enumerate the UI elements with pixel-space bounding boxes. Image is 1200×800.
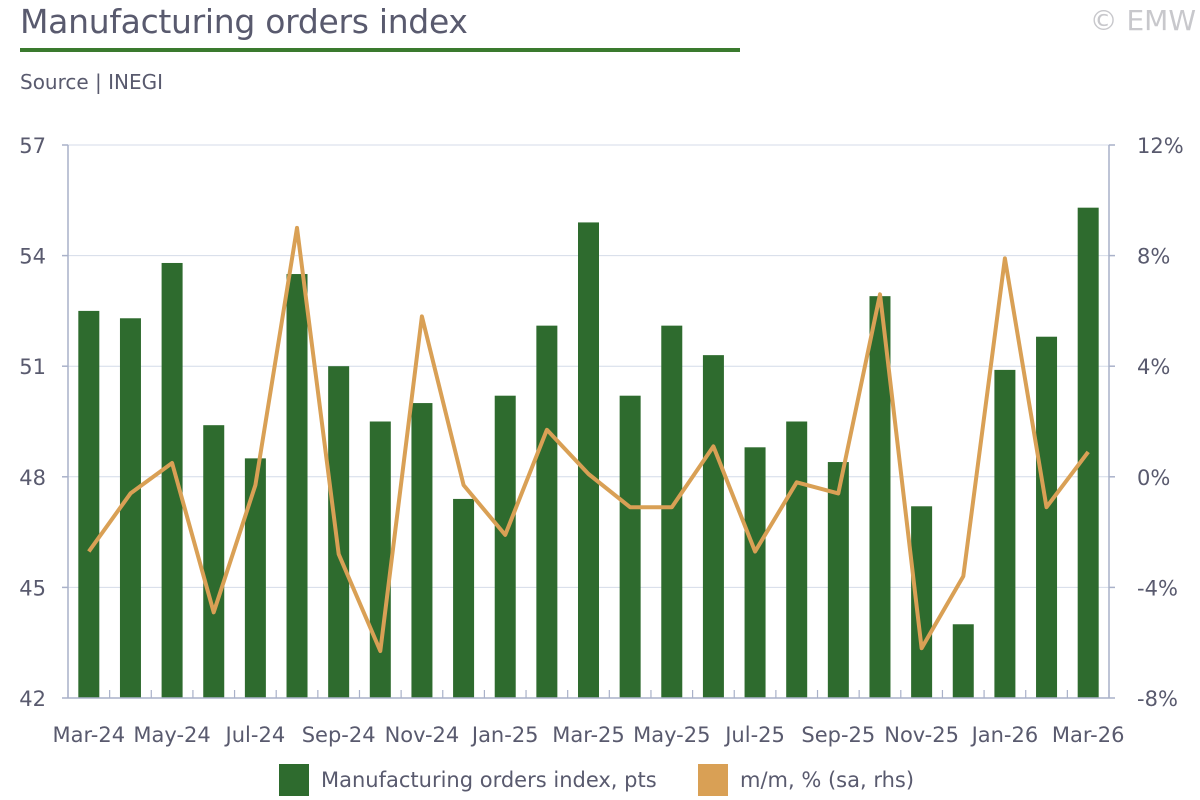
title-underline	[20, 48, 740, 52]
x-tick-label: Nov-24	[385, 723, 460, 747]
x-tick-label: Mar-25	[552, 723, 625, 747]
y-right-tick-label: 4%	[1137, 355, 1170, 379]
x-tick-label: Sep-25	[801, 723, 875, 747]
y-right-tick-label: -8%	[1137, 687, 1178, 711]
bar	[453, 498, 475, 698]
bar	[994, 369, 1016, 698]
x-tick-label: May-24	[133, 723, 210, 747]
legend-item-bars: Manufacturing orders index, pts	[279, 764, 657, 796]
x-tick-label: Mar-24	[53, 723, 126, 747]
bar	[78, 310, 100, 698]
legend-label-bars: Manufacturing orders index, pts	[321, 768, 657, 792]
x-tick-label: Jan-26	[970, 723, 1039, 747]
y-left-tick-label: 54	[19, 245, 46, 269]
bar	[328, 366, 350, 698]
axes	[62, 144, 1115, 699]
bar	[827, 462, 849, 698]
y-left-tick-label: 57	[19, 134, 46, 158]
bar	[494, 395, 516, 698]
y-left-tick-label: 45	[19, 576, 46, 600]
bar	[244, 458, 266, 698]
chart-area: 42 -8% 45 -4% 48 0% 51 4% 54 8% 57 12% Mar-24 May-24 J…	[19, 134, 1183, 747]
y-right-tick-label: 12%	[1137, 134, 1184, 158]
bar	[578, 222, 599, 699]
bar	[203, 425, 225, 698]
bar	[411, 403, 433, 698]
legend-swatch-bars	[279, 764, 309, 796]
line-series	[87, 225, 1090, 653]
x-tick-label: Jul-24	[224, 723, 286, 747]
tick-labels: 42 -8% 45 -4% 48 0% 51 4% 54 8% 57 12% Mar-24 May-24 J…	[19, 134, 1183, 747]
bar	[869, 296, 891, 698]
bar-series	[78, 207, 1099, 699]
y-right-tick-label: 8%	[1137, 245, 1170, 269]
bar	[1036, 336, 1058, 698]
copyright-watermark: © EMW	[1089, 4, 1196, 37]
bar	[536, 325, 558, 698]
bar	[786, 421, 808, 698]
bar	[619, 395, 641, 698]
y-left-tick-label: 51	[19, 355, 46, 379]
y-left-tick-label: 48	[19, 466, 46, 490]
legend: Manufacturing orders index, pts m/m, % (…	[0, 762, 1200, 800]
chart-subtitle: Source | INEGI	[20, 70, 164, 94]
legend-label-line: m/m, % (sa, rhs)	[740, 768, 915, 792]
x-tick-label: May-25	[633, 723, 710, 747]
x-tick-label: Mar-26	[1052, 723, 1125, 747]
y-right-tick-label: 0%	[1137, 466, 1170, 490]
chart-title: Manufacturing orders index	[20, 2, 468, 41]
bar	[744, 447, 766, 698]
bar	[702, 355, 724, 698]
x-tick-label: Nov-25	[884, 723, 959, 747]
bar	[286, 274, 308, 698]
x-tick-label: Sep-24	[302, 723, 376, 747]
legend-swatch-line	[698, 764, 728, 796]
bar	[911, 506, 933, 698]
bar	[119, 318, 141, 698]
bar	[661, 325, 683, 698]
x-tick-label: Jul-25	[723, 723, 785, 747]
x-tick-label: Jan-25	[470, 723, 539, 747]
bar	[952, 624, 974, 698]
bar	[161, 262, 183, 698]
y-right-tick-label: -4%	[1137, 576, 1178, 600]
y-left-tick-label: 42	[19, 687, 46, 711]
legend-item-line: m/m, % (sa, rhs)	[698, 764, 914, 796]
bar	[369, 421, 391, 698]
